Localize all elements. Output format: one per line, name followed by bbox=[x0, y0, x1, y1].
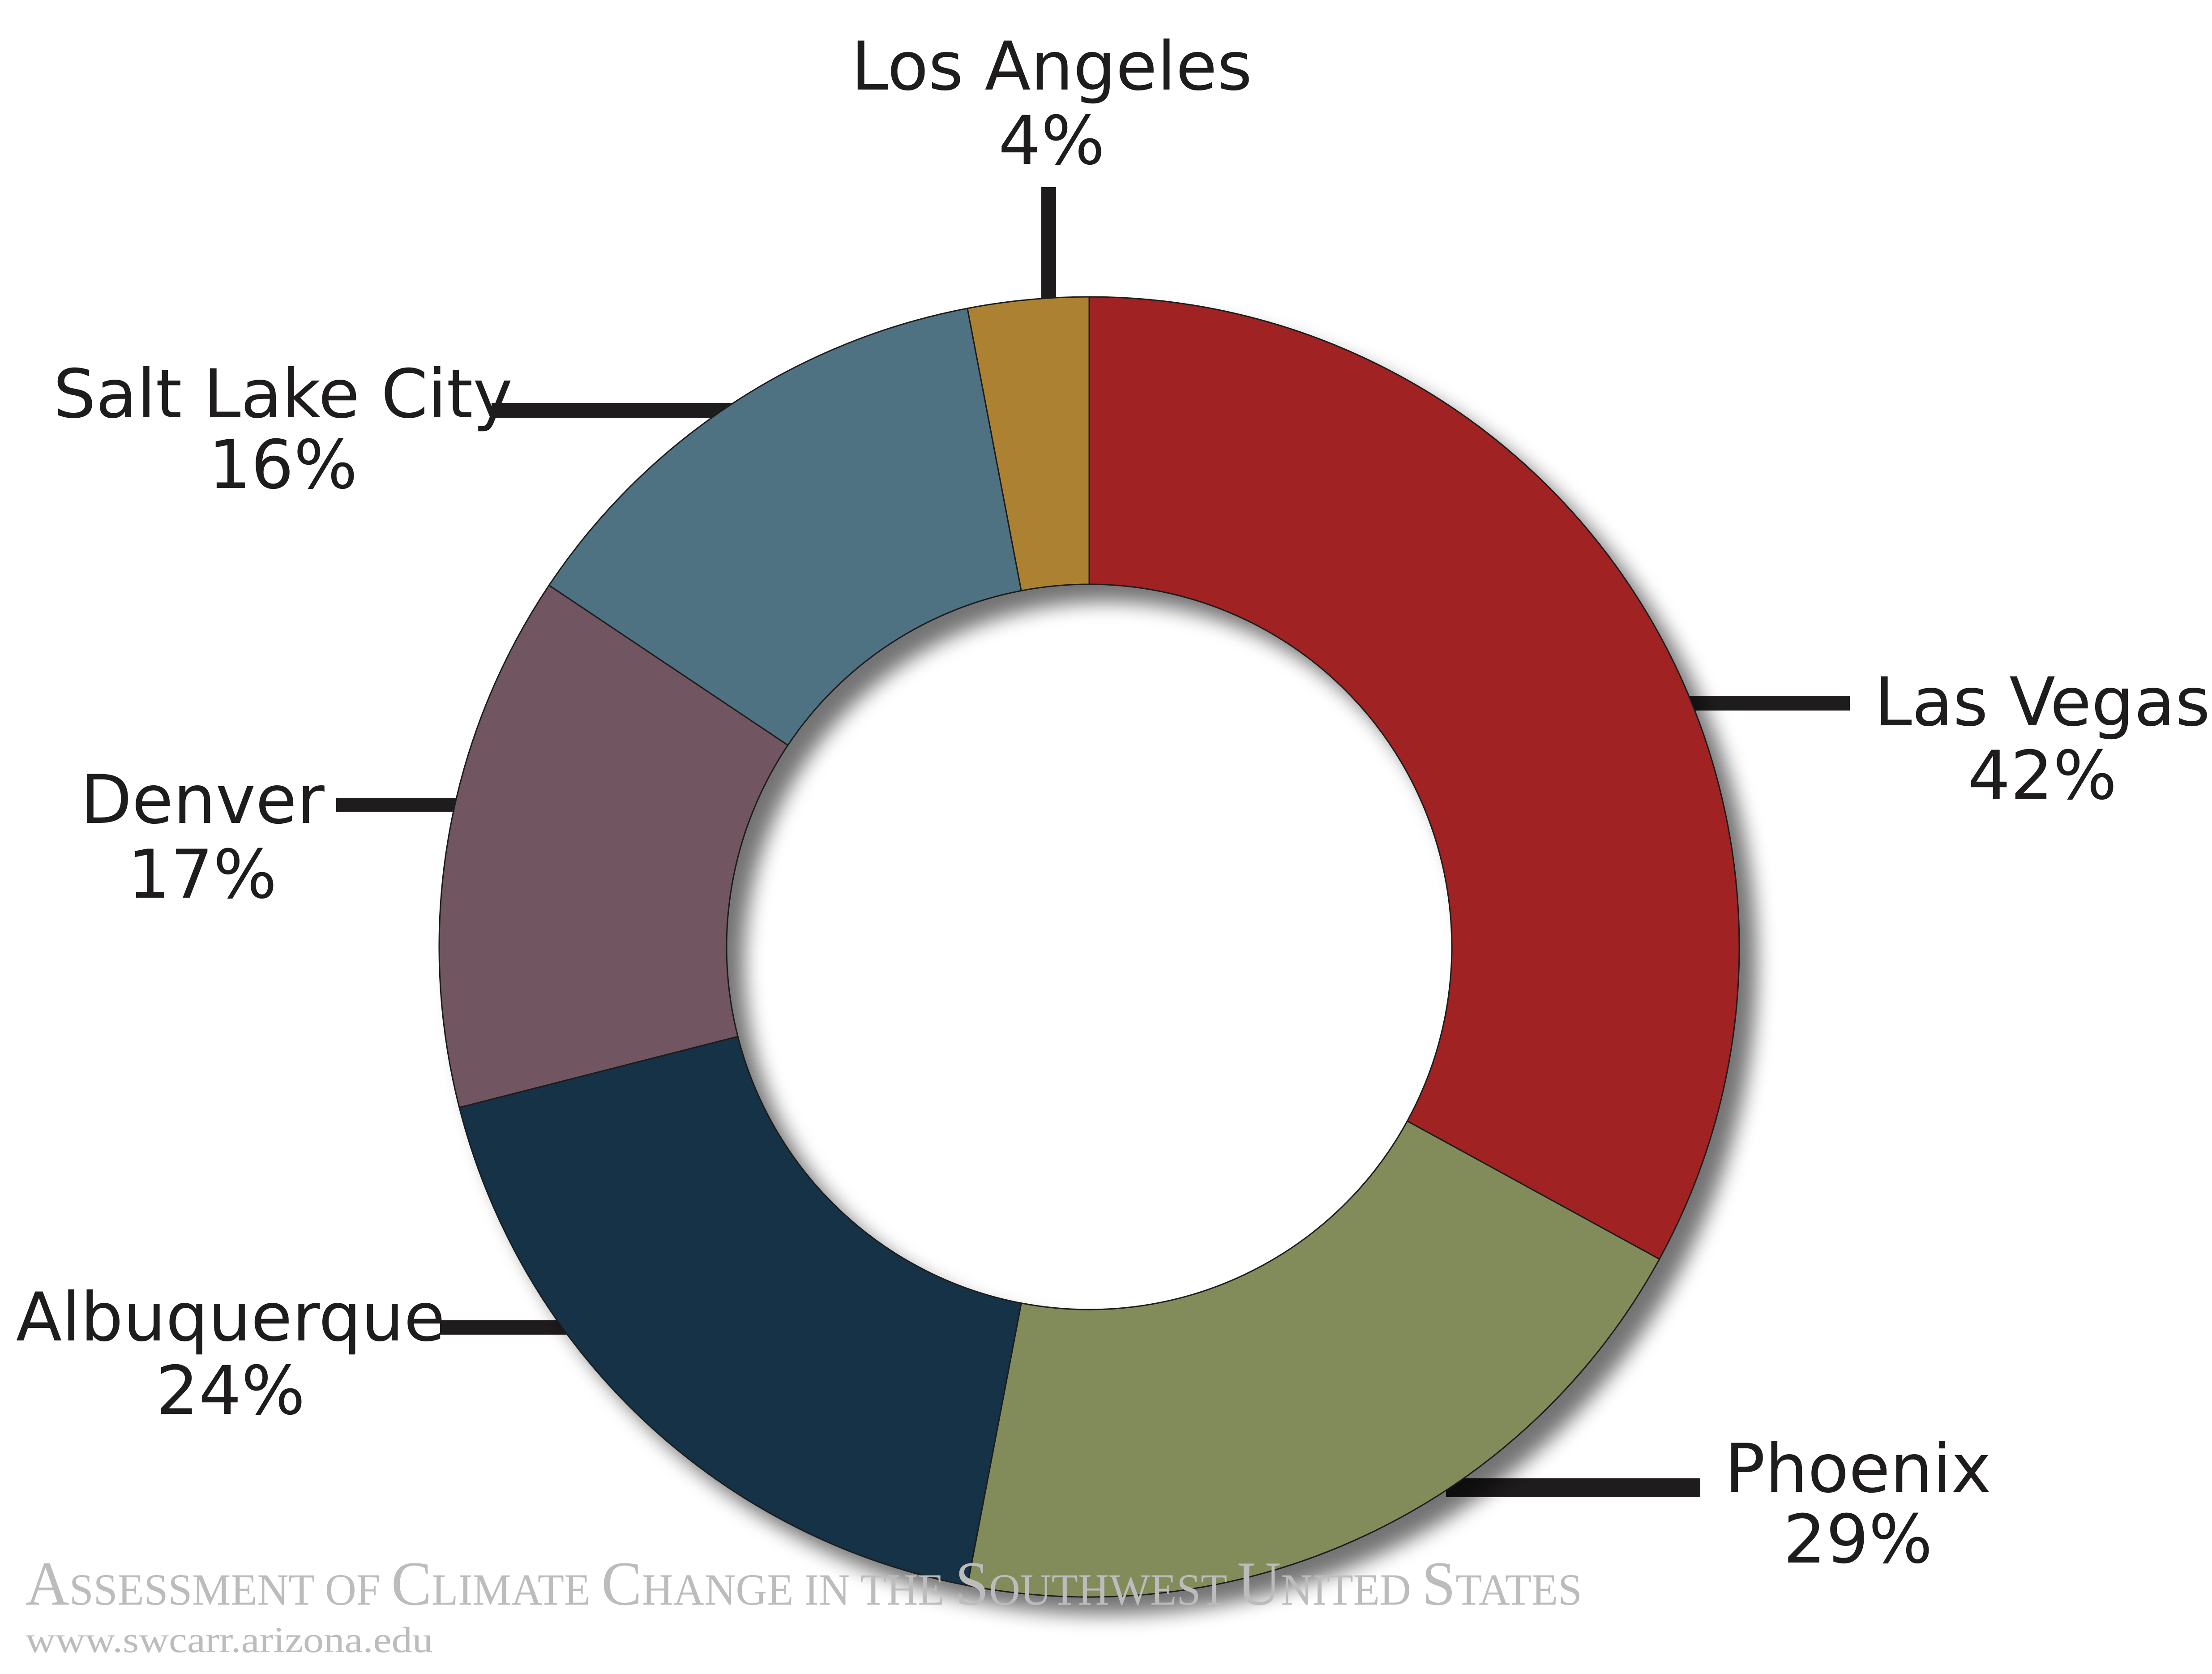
label-name: Salt Lake City bbox=[53, 355, 513, 433]
slice-phoenix bbox=[967, 1120, 1660, 1598]
label-pct: 29% bbox=[1783, 1501, 1932, 1579]
leader-line-denver bbox=[336, 798, 471, 812]
label-name: Las Vegas bbox=[1874, 664, 2210, 741]
label-name: Albuquerque bbox=[16, 1279, 445, 1357]
label-salt-lake-city: Salt Lake City 16% bbox=[53, 355, 513, 504]
slice-labels: Los Angeles 4% Las Vegas 42% Phoenix 29%… bbox=[16, 28, 2210, 1579]
label-name: Denver bbox=[80, 761, 325, 839]
slice-salt-lake-city bbox=[548, 307, 1022, 746]
label-name: Phoenix bbox=[1724, 1430, 1991, 1508]
label-pct: 17% bbox=[128, 836, 277, 914]
slice-albuquerque bbox=[458, 1036, 1022, 1587]
leader-line-los-angeles bbox=[1041, 187, 1056, 308]
label-name: Los Angeles bbox=[851, 28, 1252, 106]
label-pct: 24% bbox=[156, 1352, 305, 1430]
footer-url: www.swcarr.arizona.edu bbox=[26, 1619, 433, 1660]
footer-title: ASSESSMENT OF CLIMATE CHANGE IN THE SOUT… bbox=[26, 1549, 1582, 1618]
leader-line-salt-lake-city bbox=[492, 403, 742, 418]
label-pct: 42% bbox=[1968, 737, 2117, 815]
label-pct: 16% bbox=[208, 426, 357, 504]
slice-los-angeles bbox=[967, 296, 1090, 592]
label-denver: Denver 17% bbox=[80, 761, 325, 914]
label-las-vegas: Las Vegas 42% bbox=[1874, 664, 2210, 815]
slice-denver bbox=[438, 584, 789, 1109]
donut bbox=[438, 296, 1740, 1598]
leader-line-phoenix bbox=[1446, 1478, 1700, 1497]
leader-line-las-vegas bbox=[1665, 696, 1850, 711]
footer: ASSESSMENT OF CLIMATE CHANGE IN THE SOUT… bbox=[26, 1549, 1582, 1660]
slice-las-vegas bbox=[1088, 296, 1740, 1260]
label-pct: 4% bbox=[998, 102, 1105, 180]
label-phoenix: Phoenix 29% bbox=[1724, 1430, 1991, 1579]
label-los-angeles: Los Angeles 4% bbox=[851, 28, 1252, 180]
label-albuquerque: Albuquerque 24% bbox=[16, 1279, 445, 1430]
